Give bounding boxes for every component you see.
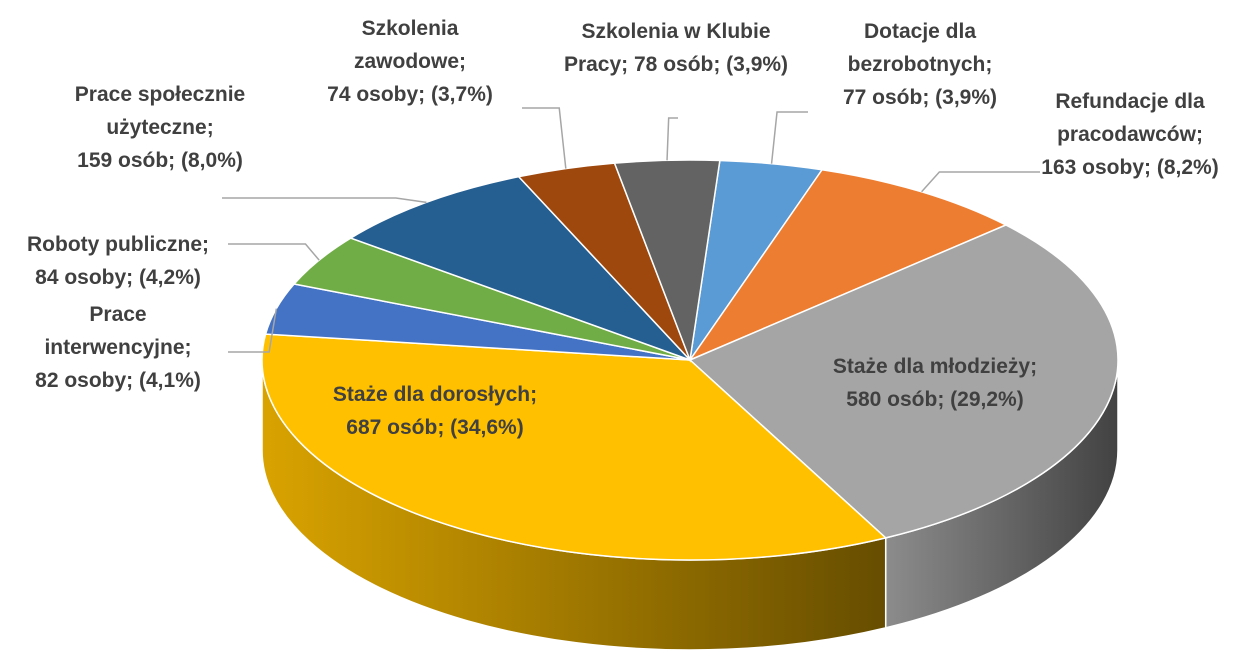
category-name: Roboty publiczne bbox=[27, 233, 202, 256]
leader-line bbox=[666, 117, 678, 161]
value-label: 163 osoby; (8,2%) bbox=[1041, 156, 1219, 179]
category-name: Refundacje dla pracodawców bbox=[1055, 90, 1205, 146]
category-name: Prace interwencyjne bbox=[44, 303, 185, 359]
value-label: 580 osób; (29,2%) bbox=[846, 388, 1024, 411]
leader-line bbox=[222, 197, 427, 204]
separator: ; bbox=[621, 53, 629, 76]
data-label: Prace interwencyjne; 82 osoby; (4,1%) bbox=[16, 298, 221, 397]
separator: ; bbox=[530, 383, 538, 406]
separator: ; bbox=[206, 116, 214, 139]
leader-line bbox=[522, 107, 567, 169]
category-name: Szkolenia w Klubie Pracy bbox=[563, 20, 771, 76]
data-label: Prace społecznie użyteczne; 159 osób; (8… bbox=[43, 78, 278, 177]
value-label: 78 osób; (3,9%) bbox=[634, 53, 789, 76]
data-label: Roboty publiczne; 84 osoby; (4,2%) bbox=[1, 228, 236, 294]
separator: ; bbox=[1195, 123, 1203, 146]
value-label: 74 osoby; (3,7%) bbox=[327, 83, 493, 106]
leader-line bbox=[228, 243, 320, 261]
value-label: 687 osób; (34,6%) bbox=[346, 416, 524, 439]
leader-line bbox=[770, 111, 808, 164]
category-name: Szkolenia zawodowe bbox=[353, 17, 459, 73]
value-label: 77 osób; (3,9%) bbox=[842, 86, 998, 109]
data-label: Refundacje dla pracodawców; 163 osoby; (… bbox=[1023, 85, 1234, 184]
value-label: 84 osoby; (4,2%) bbox=[35, 266, 201, 289]
separator: ; bbox=[202, 233, 209, 256]
separator: ; bbox=[1030, 355, 1038, 378]
data-label: Szkolenia w Klubie Pracy; 78 osób; (3,9%… bbox=[561, 15, 791, 81]
separator: ; bbox=[184, 336, 192, 359]
category-name: Staże dla dorosłych bbox=[332, 383, 531, 406]
slice bbox=[349, 175, 691, 361]
slice bbox=[613, 159, 721, 363]
category-name: Dotacje dla bezrobotnych bbox=[847, 20, 986, 76]
slice bbox=[687, 168, 1008, 362]
separator: ; bbox=[985, 53, 993, 76]
leader-line bbox=[228, 308, 278, 353]
category-name: Staże dla młodzieży bbox=[832, 355, 1031, 378]
separator: ; bbox=[459, 50, 466, 73]
data-label: Staże dla młodzieży; 580 osób; (29,2%) bbox=[810, 350, 1060, 416]
leader-line bbox=[921, 171, 1040, 193]
category-name: Prace społecznie użyteczne bbox=[74, 83, 246, 139]
data-label: Szkolenia zawodowe; 74 osoby; (3,7%) bbox=[313, 12, 508, 111]
slice bbox=[261, 333, 888, 561]
slice bbox=[688, 224, 1119, 539]
value-label: 159 osób; (8,0%) bbox=[77, 149, 243, 172]
data-label: Staże dla dorosłych; 687 osób; (34,6%) bbox=[300, 378, 570, 444]
data-label: Dotacje dla bezrobotnych; 77 osób; (3,9%… bbox=[815, 15, 1025, 114]
value-label: 82 osoby; (4,1%) bbox=[35, 369, 201, 392]
